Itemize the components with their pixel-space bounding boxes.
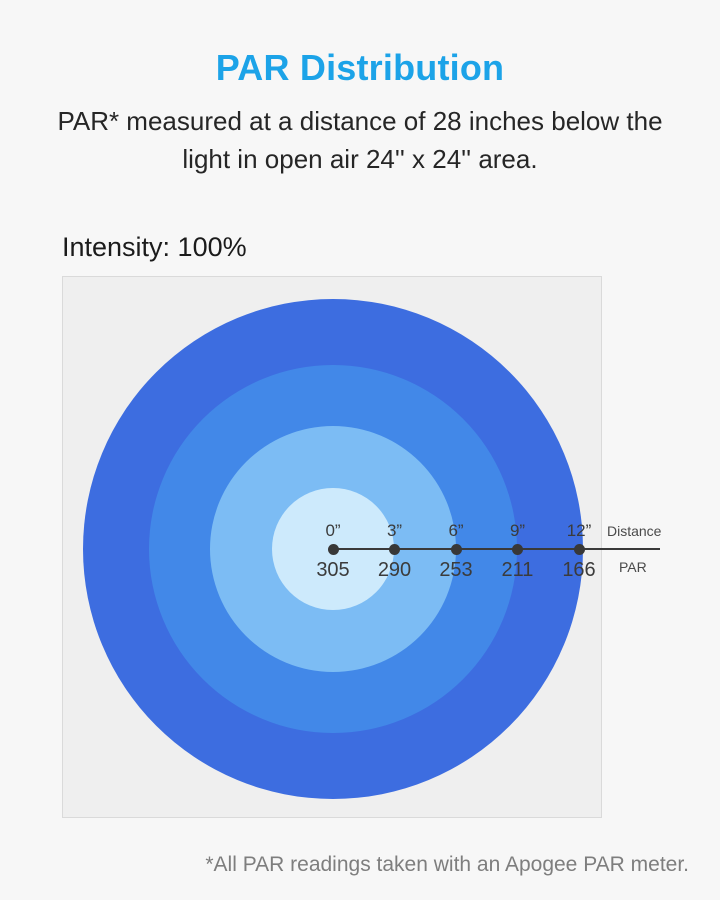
measurement-dot-9in (512, 543, 523, 555)
header: PAR Distribution PAR* measured at a dist… (0, 47, 720, 178)
measurement-dot-0in (327, 543, 339, 555)
page-title: PAR Distribution (215, 47, 505, 88)
distance-tick-label: 3” (386, 521, 403, 540)
par-axis-label: PAR (619, 559, 647, 575)
measurement-dot-12in (573, 543, 585, 555)
intensity-label: Intensity: 100% (62, 232, 247, 262)
footnote: *All PAR readings taken with an Apogee P… (205, 853, 689, 876)
subtitle-line-2: light in open air 24'' x 24'' area. (182, 144, 538, 174)
par-value-label: 253 (439, 559, 473, 581)
distance-tick-label: 6” (448, 521, 464, 540)
subtitle-line-1: PAR* measured at a distance of 28 inches… (57, 106, 663, 136)
subtitle: PAR* measured at a distance of 28 inches… (0, 102, 720, 178)
measurement-line (333, 548, 660, 550)
par-value-label: 290 (377, 559, 412, 581)
distance-tick-label: 12” (566, 521, 592, 540)
par-value-label: 166 (562, 559, 596, 581)
par-value-label: 305 (316, 559, 350, 581)
distance-tick-label: 0” (325, 521, 341, 540)
distance-tick-label: 9” (509, 521, 526, 540)
par-value-label: 211 (501, 559, 534, 581)
measurement-dot-3in (389, 543, 400, 555)
distance-axis-label: Distance (607, 523, 662, 539)
measurement-dot-6in (450, 543, 462, 555)
par-plot-area: 0” 305 3” 290 6” 253 9” 211 12” 166 Distance PAR (62, 276, 661, 818)
